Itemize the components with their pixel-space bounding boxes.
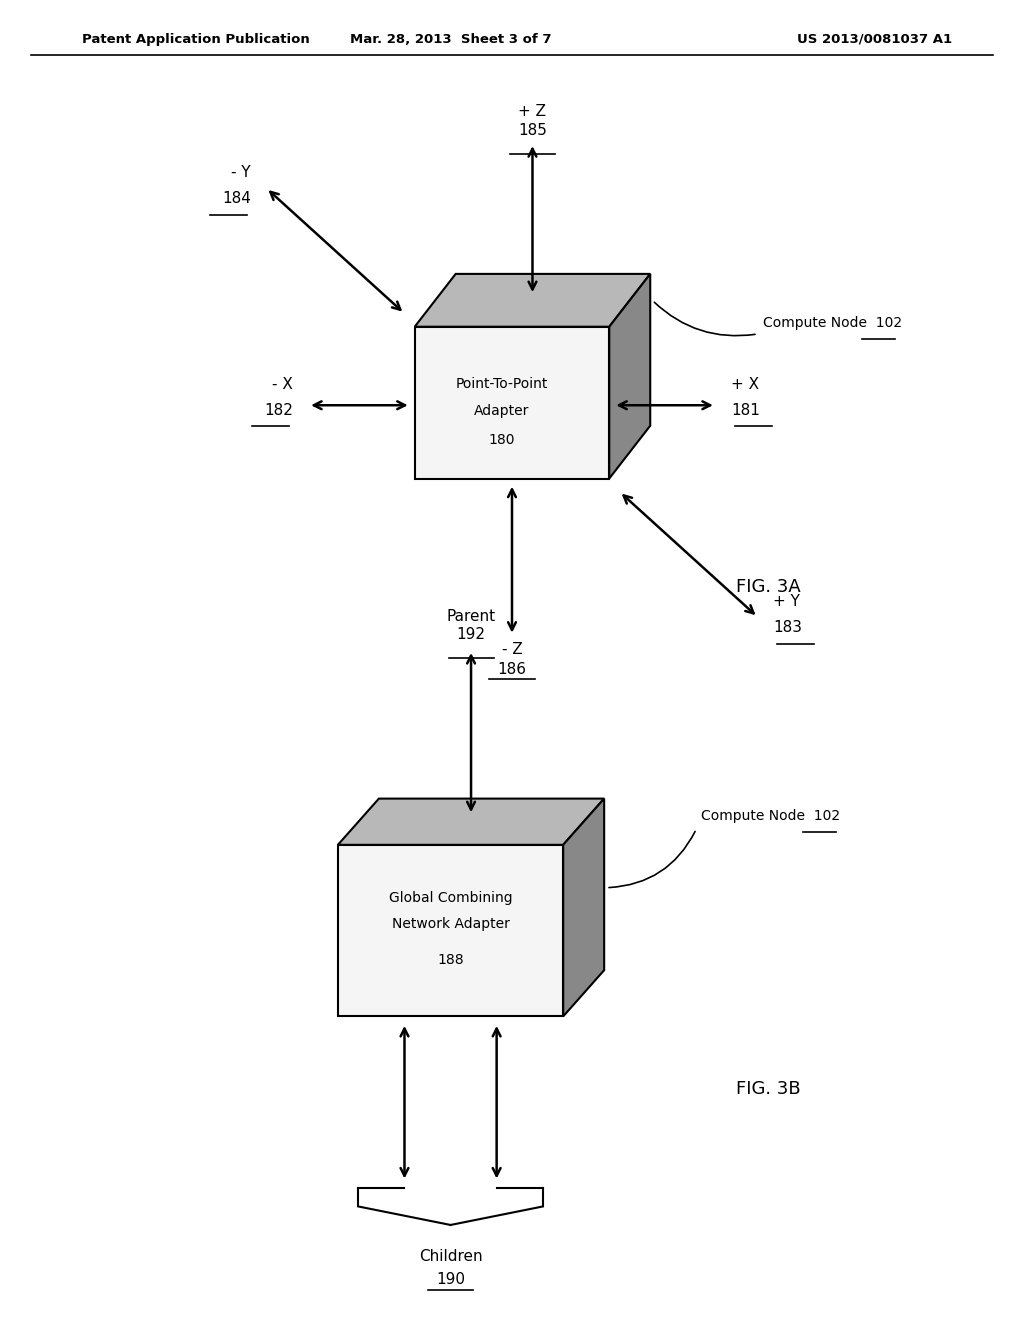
Text: Patent Application Publication: Patent Application Publication [82, 33, 309, 46]
Text: Children: Children [419, 1249, 482, 1263]
Text: FIG. 3B: FIG. 3B [735, 1080, 801, 1098]
Text: 180: 180 [488, 433, 515, 446]
Text: + Z: + Z [518, 104, 547, 120]
Text: 185: 185 [518, 123, 547, 139]
Text: 190: 190 [436, 1272, 465, 1287]
Text: Compute Node  102: Compute Node 102 [763, 317, 902, 330]
Text: Adapter: Adapter [474, 404, 529, 417]
Text: Point-To-Point: Point-To-Point [456, 378, 548, 391]
Text: 184: 184 [222, 191, 251, 206]
Text: Mar. 28, 2013  Sheet 3 of 7: Mar. 28, 2013 Sheet 3 of 7 [350, 33, 551, 46]
Text: - Z: - Z [502, 643, 522, 657]
Text: 192: 192 [457, 627, 485, 642]
Text: US 2013/0081037 A1: US 2013/0081037 A1 [798, 33, 952, 46]
Text: 183: 183 [773, 620, 802, 635]
Text: Compute Node  102: Compute Node 102 [701, 809, 841, 822]
Text: 188: 188 [437, 953, 464, 966]
Text: + Y: + Y [773, 594, 800, 609]
FancyBboxPatch shape [338, 845, 563, 1016]
Text: Parent: Parent [446, 609, 496, 623]
Polygon shape [609, 275, 650, 479]
Text: Network Adapter: Network Adapter [391, 917, 510, 931]
Text: - Y: - Y [231, 165, 251, 180]
Polygon shape [338, 799, 604, 845]
Text: 186: 186 [498, 663, 526, 677]
Text: 182: 182 [264, 403, 293, 418]
Text: 181: 181 [731, 403, 760, 418]
Text: - X: - X [272, 376, 293, 392]
Text: + X: + X [731, 376, 759, 392]
Polygon shape [563, 799, 604, 1016]
Text: Global Combining: Global Combining [389, 891, 512, 904]
FancyBboxPatch shape [415, 327, 609, 479]
Text: FIG. 3A: FIG. 3A [735, 578, 801, 597]
Polygon shape [415, 275, 650, 327]
